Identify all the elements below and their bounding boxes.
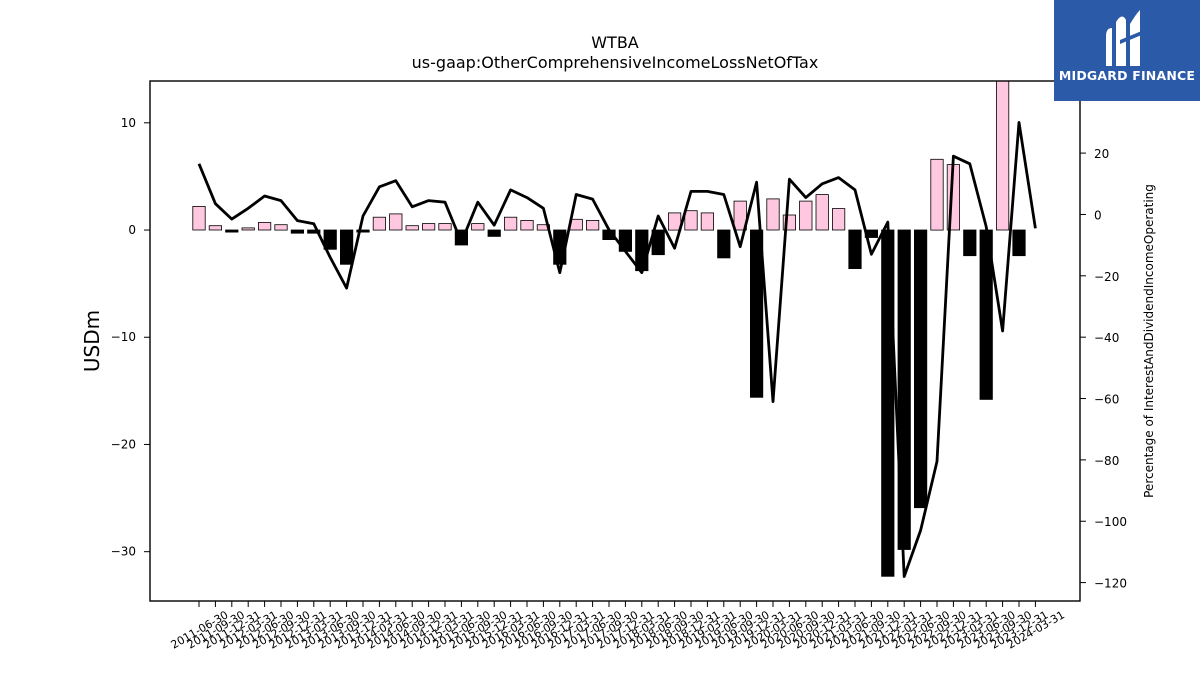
- y-tick-label: −10: [111, 330, 136, 344]
- bar: [914, 229, 928, 509]
- y-right-tick-label: −80: [1094, 454, 1119, 468]
- bar: [717, 229, 731, 259]
- y-right-tick-label: −20: [1094, 270, 1119, 284]
- line-series: [197, 121, 1037, 578]
- bar: [241, 227, 255, 231]
- logo: MIDGARD FINANCE: [1054, 0, 1200, 101]
- bar: [487, 229, 501, 237]
- bar: [503, 216, 518, 231]
- bar: [1012, 229, 1026, 257]
- bar: [832, 208, 846, 231]
- bar: [684, 210, 698, 231]
- plot-frame: [149, 80, 1081, 602]
- y-right-tick-label: 20: [1094, 147, 1109, 161]
- bar: [405, 225, 419, 231]
- bar: [881, 229, 895, 577]
- bar: [520, 219, 534, 231]
- chart-subtitle: us-gaap:OtherComprehensiveIncomeLossNetO…: [412, 53, 819, 72]
- bar: [848, 229, 862, 269]
- bar: [586, 219, 600, 231]
- line-series-path: [197, 121, 1037, 578]
- bar: [372, 216, 387, 231]
- y-right-tick-label: −120: [1094, 577, 1127, 591]
- bar: [766, 198, 780, 231]
- bar: [635, 229, 649, 272]
- bar: [225, 229, 239, 233]
- bar: [208, 225, 222, 231]
- y-axis-left: 10 0 −10 −20 −30: [111, 116, 150, 559]
- bar: [339, 229, 354, 265]
- bar: [996, 80, 1010, 231]
- y-right-tick-label: −40: [1094, 331, 1119, 345]
- y-right-tick-label: −60: [1094, 393, 1119, 407]
- y-tick-label: 0: [128, 223, 136, 237]
- y-axis-right: 20 0 −20 −40 −60 −80 −100 −120: [1080, 147, 1127, 591]
- y-right-tick-label: 0: [1094, 208, 1102, 222]
- bar: [274, 224, 288, 231]
- y-axis-label: USDm: [80, 310, 104, 372]
- midgard-logo-icon: [1106, 10, 1144, 67]
- y-tick-label: −20: [111, 437, 136, 451]
- y-tick-label: −30: [111, 545, 136, 559]
- chart-title: WTBA: [591, 33, 639, 52]
- bar: [963, 229, 977, 257]
- bar: [438, 223, 452, 231]
- bar: [700, 212, 715, 231]
- y-axis-right-label: Percentage of InterestAndDividendIncomeO…: [1142, 184, 1156, 498]
- y-right-tick-label: −100: [1094, 515, 1127, 529]
- logo-text: MIDGARD FINANCE: [1058, 68, 1196, 83]
- bar: [421, 223, 436, 231]
- bar: [257, 222, 272, 231]
- bar: [323, 229, 337, 250]
- bar: [307, 229, 321, 234]
- bar: [815, 194, 829, 231]
- x-axis: 2011-06-302011-09-302011-12-312012-03-31…: [169, 601, 1067, 652]
- bar: [930, 158, 944, 231]
- y-tick-label: 10: [121, 116, 136, 130]
- bar: [290, 229, 305, 234]
- bar: [750, 229, 764, 398]
- bar: [471, 223, 485, 231]
- bar: [799, 200, 813, 231]
- bar: [733, 200, 747, 231]
- bar: [192, 205, 206, 231]
- bar: [668, 212, 682, 231]
- bar: [356, 229, 370, 233]
- bar: [618, 229, 633, 252]
- bar: [389, 213, 403, 231]
